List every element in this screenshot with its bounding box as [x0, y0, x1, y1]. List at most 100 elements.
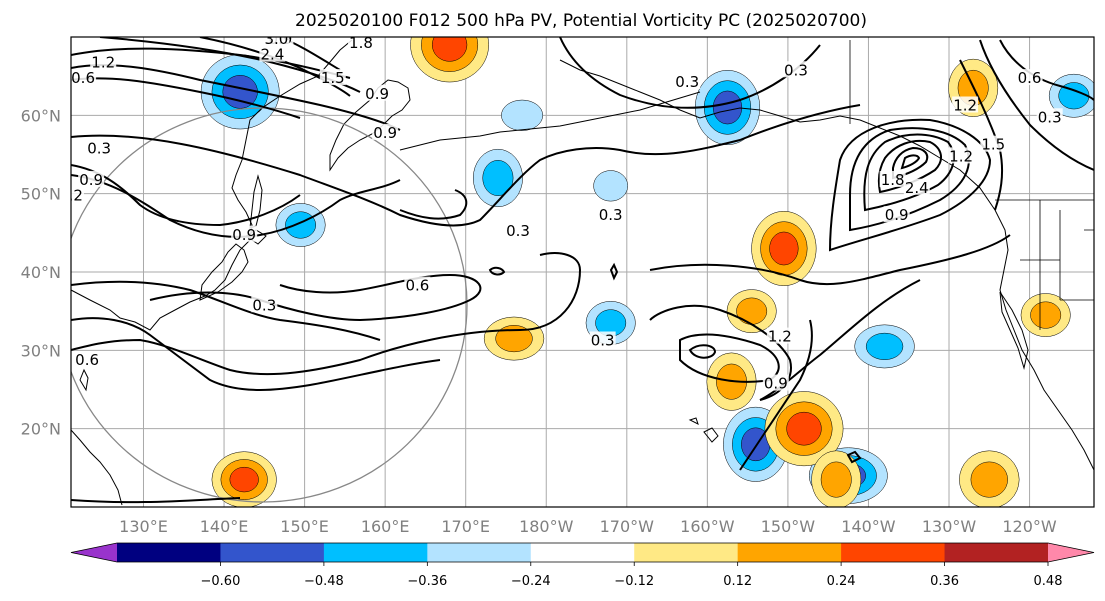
lon-tick-label: 160°E [361, 517, 410, 536]
pv-anomaly-level [769, 231, 799, 266]
contour-pacific-west [71, 280, 381, 341]
pv-anomaly-level [712, 90, 743, 125]
contour-label: 0.6 [71, 69, 97, 87]
contour-label-text: 0.3 [1038, 108, 1062, 126]
lon-tick-label: 120°W [1002, 517, 1057, 536]
pv-anomaly-region [472, 148, 523, 208]
pv-anomaly-region [694, 70, 761, 145]
contour-label-bg [71, 69, 97, 86]
contour-label-bg [347, 37, 374, 50]
coastline-hawaii [688, 417, 719, 443]
pv-anomaly-region [200, 54, 280, 130]
colorbar-tick-label: −0.60 [201, 574, 241, 589]
pv-anomaly-level [431, 37, 468, 62]
pv-anomaly-level [501, 99, 544, 131]
contour-gulf-6 [900, 154, 921, 170]
pv-anomaly-region [751, 211, 817, 286]
contour-label-text: 1.2 [953, 97, 977, 115]
contour-label-text: 1.2 [91, 53, 115, 71]
pv-anomaly-region [811, 450, 862, 507]
contour-label-bg [879, 170, 906, 187]
contour-label: 0.9 [231, 225, 258, 244]
contour-label-text: 1.8 [881, 171, 905, 189]
contour-label: 0.3 [505, 221, 532, 240]
contour-pacific-low [71, 317, 441, 391]
contour-label-text: 0.3 [87, 140, 111, 158]
contour-label-bg [980, 135, 1007, 152]
contour-label: 0.3 [674, 73, 701, 91]
contour-label: 1.5 [319, 69, 346, 87]
contour-label-bg [597, 206, 624, 223]
pv-anomaly-region [501, 99, 544, 131]
contour-north-central [559, 37, 821, 109]
contour-label-text: 0.6 [75, 351, 99, 369]
contour-label: 1.2 [948, 147, 975, 165]
contour-northeast-1 [999, 39, 1094, 101]
colorbar-tick-label: 0.24 [827, 574, 856, 589]
pv-anomaly-region [483, 316, 545, 361]
contour-label-bg [404, 276, 431, 293]
colorbar-segment [117, 543, 221, 562]
pv-anomaly-level [865, 332, 904, 360]
contour-gulf-4 [877, 139, 942, 194]
contour-label-text: 1.5 [981, 136, 1005, 154]
coastline-japan [199, 243, 249, 301]
contour-gulf-2 [849, 127, 970, 232]
pv-anomaly-level [482, 160, 514, 196]
colorbar-segment [530, 543, 635, 562]
contour-label-bg [90, 53, 117, 70]
contour-label-text: 0.9 [764, 375, 788, 393]
contour-label-text: 0.3 [506, 222, 530, 240]
coastline-sakhalin [249, 174, 263, 229]
pv-anomaly-region [275, 203, 326, 247]
pv-anomaly-level [786, 411, 822, 446]
contour-small-loop-1 [488, 266, 506, 276]
contour-label-bg [589, 331, 616, 348]
pv-anomaly-region [1048, 73, 1094, 118]
contour-label: 1.8 [879, 170, 906, 189]
contour-label: 0.3 [86, 139, 113, 158]
colorbar-tick-label: 0.36 [930, 574, 959, 589]
lon-tick-label: 140°W [841, 517, 896, 536]
lon-tick-label: 140°E [200, 517, 249, 536]
contour-label: 1.2 [90, 53, 117, 71]
lat-tick-label: 60°N [21, 106, 61, 125]
map-content: 0.61.20.30.91.20.90.30.60.60.30.30.31.20… [71, 37, 1094, 507]
contour-label-bg [71, 186, 84, 203]
contour-label-text: 0.3 [599, 206, 623, 224]
pv-anomaly-level [970, 461, 1008, 498]
colorbar-segment [220, 543, 325, 562]
contour-label-bg [903, 178, 930, 195]
colorbar-tick-label: 0.12 [723, 574, 752, 589]
pv-anomaly-level [593, 170, 629, 202]
contour-label-bg [78, 170, 105, 187]
lon-tick-label: 130°E [119, 517, 168, 536]
contour-upper-left-2 [71, 77, 301, 119]
contour-gulf-5 [892, 146, 929, 180]
contour-circle-west [399, 189, 468, 220]
colorbar-tick-label: −0.12 [614, 574, 654, 589]
contour-label-text: 0.6 [71, 69, 95, 87]
contour-label: 1.2 [766, 327, 793, 346]
contour-label-text: 0.9 [232, 226, 256, 244]
contour-label-text: 0.3 [784, 61, 808, 79]
colorbar-segment [737, 543, 842, 562]
contour-label-text: 0.3 [252, 296, 276, 314]
pv-anomaly-region [854, 324, 915, 369]
colorbar-tick-label: 0.48 [1034, 574, 1063, 589]
contour-trough-east [739, 319, 813, 471]
coastline-taiwan [79, 368, 89, 392]
contour-label-text: 0.9 [79, 171, 103, 189]
contour-label: 0.9 [364, 84, 391, 103]
lat-tick-label: 40°N [21, 263, 61, 282]
pv-anomaly-level [495, 325, 533, 353]
contour-label-bg [319, 69, 346, 86]
contour-label-text: 0.9 [365, 85, 389, 103]
contour-label-bg [883, 206, 910, 223]
contour-label: 1.8 [347, 37, 374, 52]
contour-09-asia [71, 174, 401, 238]
contour-label-bg [505, 221, 532, 238]
colorbar-tick-label: −0.24 [511, 574, 551, 589]
contour-03-north [71, 104, 861, 227]
reference-circle [71, 107, 468, 503]
